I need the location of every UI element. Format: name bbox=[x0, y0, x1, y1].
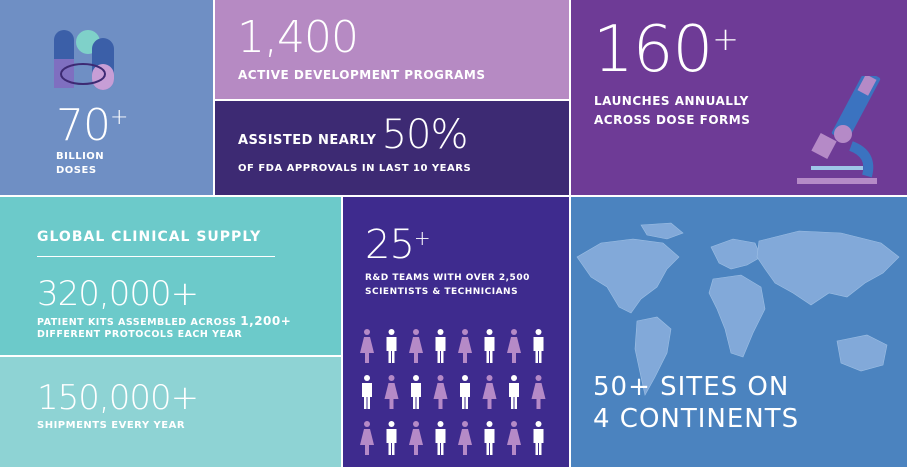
person-female-icon bbox=[433, 375, 448, 409]
people-icon bbox=[360, 329, 546, 455]
person-male-icon bbox=[435, 329, 446, 363]
teams-caption: R&D TEAMS WITH OVER 2,500 SCIENTISTS & T… bbox=[365, 273, 530, 297]
person-female-icon bbox=[507, 421, 521, 455]
teams-value: 25+ bbox=[365, 222, 431, 268]
shipments-value: 150,000+ bbox=[37, 378, 199, 418]
person-female-icon bbox=[360, 421, 374, 455]
person-female-icon bbox=[482, 375, 497, 409]
launches-caption: LAUNCHES ANNUALLY ACROSS DOSE FORMS bbox=[594, 94, 751, 127]
person-male-icon bbox=[533, 329, 544, 363]
clinical-tile: GLOBAL CLINICAL SUPPLY 320,000+ PATIENT … bbox=[0, 197, 341, 355]
shipments-tile: 150,000+ SHIPMENTS EVERY YEAR bbox=[0, 357, 341, 467]
programs-tile: 1,400 ACTIVE DEVELOPMENT PROGRAMS bbox=[215, 0, 569, 99]
fda-headline: ASSISTED NEARLY 50% bbox=[238, 112, 468, 158]
person-female-icon bbox=[507, 329, 521, 363]
launches-value: 160+ bbox=[593, 13, 739, 87]
kits-value: 320,000+ bbox=[37, 274, 199, 314]
programs-value: 1,400 bbox=[237, 12, 359, 63]
person-male-icon bbox=[484, 329, 495, 363]
fda-tile: ASSISTED NEARLY 50% OF FDA APPROVALS IN … bbox=[215, 101, 569, 195]
teams-tile: 25+ R&D TEAMS WITH OVER 2,500 SCIENTISTS… bbox=[343, 197, 569, 467]
person-female-icon bbox=[409, 421, 423, 455]
microscope-icon bbox=[797, 76, 881, 184]
fda-caption: OF FDA APPROVALS IN LAST 10 YEARS bbox=[238, 163, 472, 174]
world-map-icon bbox=[576, 222, 900, 396]
capsules-icon bbox=[54, 30, 114, 90]
person-male-icon bbox=[411, 375, 421, 409]
kits-caption: PATIENT KITS ASSEMBLED ACROSS 1,200+ DIF… bbox=[37, 314, 292, 340]
person-female-icon bbox=[458, 421, 472, 455]
programs-caption: ACTIVE DEVELOPMENT PROGRAMS bbox=[238, 68, 486, 82]
clinical-divider bbox=[37, 256, 275, 257]
person-male-icon bbox=[509, 375, 519, 409]
person-female-icon bbox=[531, 375, 546, 409]
person-female-icon bbox=[360, 329, 374, 363]
person-female-icon bbox=[458, 329, 472, 363]
launches-tile: 160+ LAUNCHES ANNUALLY ACROSS DOSE FORMS bbox=[571, 0, 907, 195]
clinical-heading: GLOBAL CLINICAL SUPPLY bbox=[37, 229, 262, 245]
person-female-icon bbox=[384, 375, 399, 409]
doses-value: 70+ bbox=[56, 100, 128, 151]
person-male-icon bbox=[362, 375, 372, 409]
sites-caption: 50+ SITES ON 4 CONTINENTS bbox=[593, 372, 800, 434]
person-female-icon bbox=[409, 329, 423, 363]
person-male-icon bbox=[460, 375, 470, 409]
doses-tile: 70+ BILLION DOSES bbox=[0, 0, 213, 195]
person-male-icon bbox=[484, 421, 495, 455]
doses-caption: BILLION DOSES bbox=[56, 151, 105, 176]
person-male-icon bbox=[386, 421, 397, 455]
sites-tile: 50+ SITES ON 4 CONTINENTS bbox=[571, 197, 907, 467]
person-male-icon bbox=[533, 421, 544, 455]
person-male-icon bbox=[386, 329, 397, 363]
shipments-caption: SHIPMENTS EVERY YEAR bbox=[37, 420, 186, 431]
person-male-icon bbox=[435, 421, 446, 455]
